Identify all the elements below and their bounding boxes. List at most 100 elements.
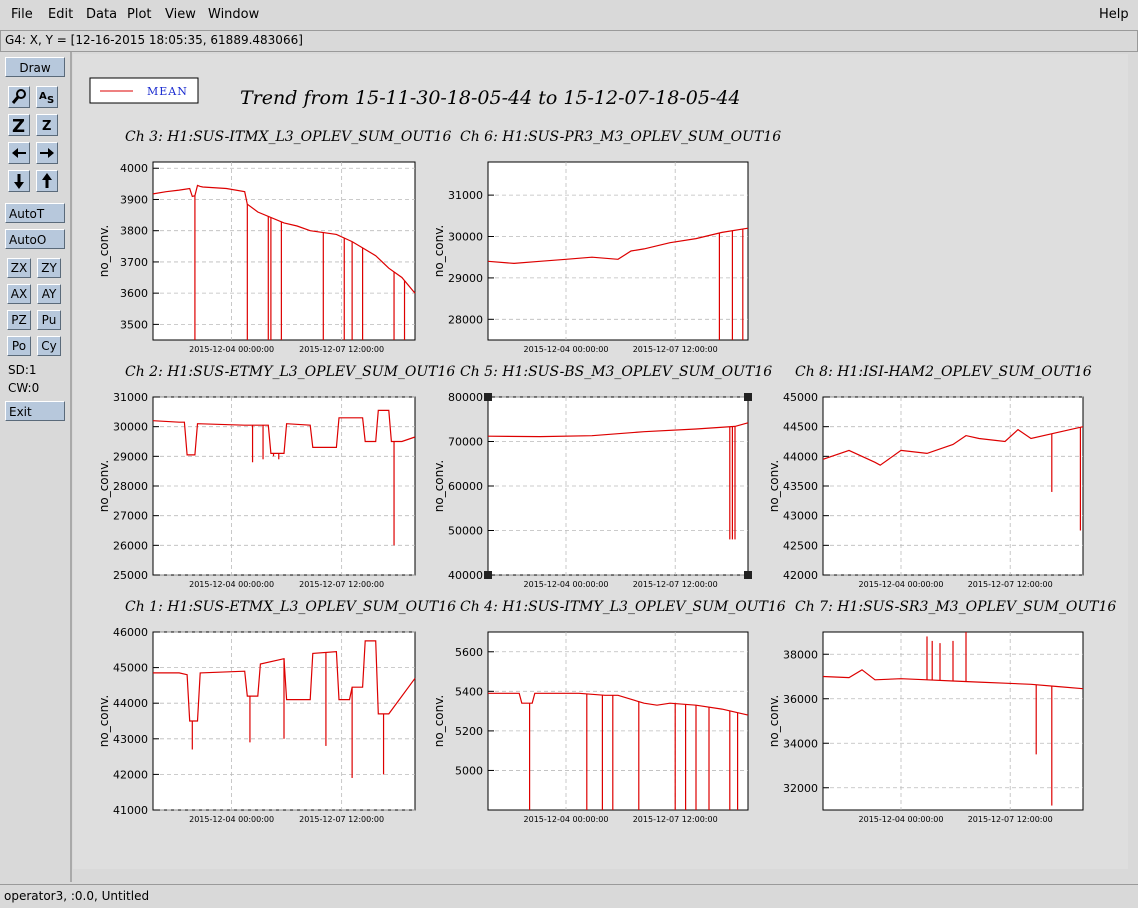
trend-chart[interactable]: MEAN Trend from 15-11-30-18-05-44 to 15-1… <box>73 54 1128 869</box>
arrow-up-icon[interactable] <box>36 170 58 192</box>
zy-button[interactable]: ZY <box>37 258 61 278</box>
y-tick-label: 3600 <box>120 287 148 300</box>
x-tick-label: 2015-12-04 00:00:00 <box>524 345 609 354</box>
exit-button[interactable]: Exit <box>5 401 65 421</box>
y-tick-label: 3800 <box>120 225 148 238</box>
y-tick-label: 3500 <box>120 318 148 331</box>
y-tick-label: 31000 <box>113 391 148 404</box>
po-button[interactable]: Po <box>7 336 31 356</box>
menu-edit[interactable]: Edit <box>48 7 74 22</box>
svg-text:S: S <box>47 95 54 106</box>
coordinate-readout-bar: G4: X, Y = [12-16-2015 18:05:35, 61889.4… <box>0 30 1138 52</box>
coordinate-readout: G4: X, Y = [12-16-2015 18:05:35, 61889.4… <box>5 33 303 47</box>
y-tick-label: 44000 <box>783 450 818 463</box>
y-axis-label: no_conv. <box>97 460 111 512</box>
zoom-out-icon[interactable]: Z <box>8 114 30 137</box>
y-tick-label: 42000 <box>113 768 148 781</box>
arrow-down-icon[interactable] <box>8 170 30 192</box>
y-axis-label: no_conv. <box>432 225 446 277</box>
plot-canvas[interactable]: MEAN Trend from 15-11-30-18-05-44 to 15-1… <box>73 54 1128 869</box>
y-tick-label: 5000 <box>455 764 483 777</box>
y-tick-label: 4000 <box>120 162 148 175</box>
menu-file[interactable]: File <box>11 7 33 22</box>
sd-readout: SD:1 <box>8 363 37 377</box>
y-axis-label: no_conv. <box>97 695 111 747</box>
status-bar: operator3, :0.0, Untitled <box>0 884 1138 908</box>
y-tick-label: 30000 <box>113 421 148 434</box>
x-tick-label: 2015-12-07 12:00:00 <box>633 580 718 589</box>
y-tick-label: 80000 <box>448 391 483 404</box>
autot-button[interactable]: AutoT <box>5 203 65 223</box>
pz-button[interactable]: PZ <box>7 310 31 330</box>
zoom-in-icon[interactable]: Z <box>36 114 58 136</box>
y-tick-label: 45000 <box>113 662 148 675</box>
panel-frame <box>487 161 749 341</box>
y-tick-label: 26000 <box>113 539 148 552</box>
y-axis-label: no_conv. <box>767 460 781 512</box>
y-tick-label: 40000 <box>448 569 483 582</box>
selection-handle <box>744 571 752 579</box>
panel-frame <box>487 631 749 811</box>
y-tick-label: 25000 <box>113 569 148 582</box>
panel-title: Ch 5: H1:SUS-BS_M3_OPLEV_SUM_OUT16 <box>460 364 772 380</box>
y-axis-label: no_conv. <box>432 460 446 512</box>
series-line <box>822 426 1084 466</box>
y-tick-label: 28000 <box>448 313 483 326</box>
y-tick-label: 43500 <box>783 480 818 493</box>
x-tick-label: 2015-12-07 12:00:00 <box>299 580 384 589</box>
arrow-right-icon[interactable] <box>36 142 58 164</box>
cw-readout: CW:0 <box>8 381 40 395</box>
menu-window[interactable]: Window <box>208 7 260 22</box>
x-tick-label: 2015-12-07 12:00:00 <box>299 345 384 354</box>
y-tick-label: 45000 <box>783 391 818 404</box>
series-line <box>487 227 749 265</box>
y-tick-label: 42500 <box>783 539 818 552</box>
panel-frame <box>152 161 416 341</box>
legend-label: MEAN <box>147 85 188 98</box>
y-tick-label: 43000 <box>113 733 148 746</box>
ax-button[interactable]: AX <box>7 284 31 304</box>
x-tick-label: 2015-12-04 00:00:00 <box>524 580 609 589</box>
y-tick-label: 5600 <box>455 646 483 659</box>
series-line <box>822 669 1084 690</box>
menu-view[interactable]: View <box>165 7 196 22</box>
panel-title: Ch 1: H1:SUS-ETMX_L3_OPLEV_SUM_OUT16 <box>125 599 456 615</box>
y-tick-label: 50000 <box>448 525 483 538</box>
panel-title: Ch 3: H1:SUS-ITMX_L3_OPLEV_SUM_OUT16 <box>125 129 451 145</box>
series-line <box>152 409 416 456</box>
y-tick-label: 70000 <box>448 436 483 449</box>
svg-text:Z: Z <box>12 116 25 135</box>
y-tick-label: 38000 <box>783 648 818 661</box>
x-tick-label: 2015-12-07 12:00:00 <box>968 580 1053 589</box>
draw-button[interactable]: Draw <box>5 57 65 77</box>
menu-plot[interactable]: Plot <box>127 7 152 22</box>
svg-text:Z: Z <box>42 119 51 134</box>
menu-data[interactable]: Data <box>86 7 118 22</box>
y-tick-label: 44500 <box>783 421 818 434</box>
panel-title: Ch 7: H1:SUS-SR3_M3_OPLEV_SUM_OUT16 <box>795 599 1116 615</box>
y-tick-label: 46000 <box>113 626 148 639</box>
x-tick-label: 2015-12-04 00:00:00 <box>189 580 274 589</box>
y-axis-label: no_conv. <box>432 695 446 747</box>
menu-help[interactable]: Help <box>1099 7 1129 22</box>
panel-title: Ch 2: H1:SUS-ETMY_L3_OPLEV_SUM_OUT16 <box>125 364 455 380</box>
y-tick-label: 44000 <box>113 697 148 710</box>
y-tick-label: 3900 <box>120 193 148 206</box>
autoo-button[interactable]: AutoO <box>5 229 65 249</box>
arrow-left-icon[interactable] <box>8 142 30 164</box>
status-text: operator3, :0.0, Untitled <box>4 889 150 903</box>
x-tick-label: 2015-12-04 00:00:00 <box>859 815 944 824</box>
pu-button[interactable]: Pu <box>37 310 61 330</box>
x-tick-label: 2015-12-07 12:00:00 <box>633 815 718 824</box>
y-axis-label: no_conv. <box>767 695 781 747</box>
series-line <box>153 640 416 722</box>
y-tick-label: 32000 <box>783 782 818 795</box>
ay-button[interactable]: AY <box>37 284 61 304</box>
magnify-icon[interactable] <box>8 86 30 108</box>
panel-title: Ch 4: H1:SUS-ITMY_L3_OPLEV_SUM_OUT16 <box>460 599 786 615</box>
svg-text:A: A <box>39 91 47 102</box>
zx-button[interactable]: ZX <box>7 258 31 278</box>
cy-button[interactable]: Cy <box>37 336 61 356</box>
